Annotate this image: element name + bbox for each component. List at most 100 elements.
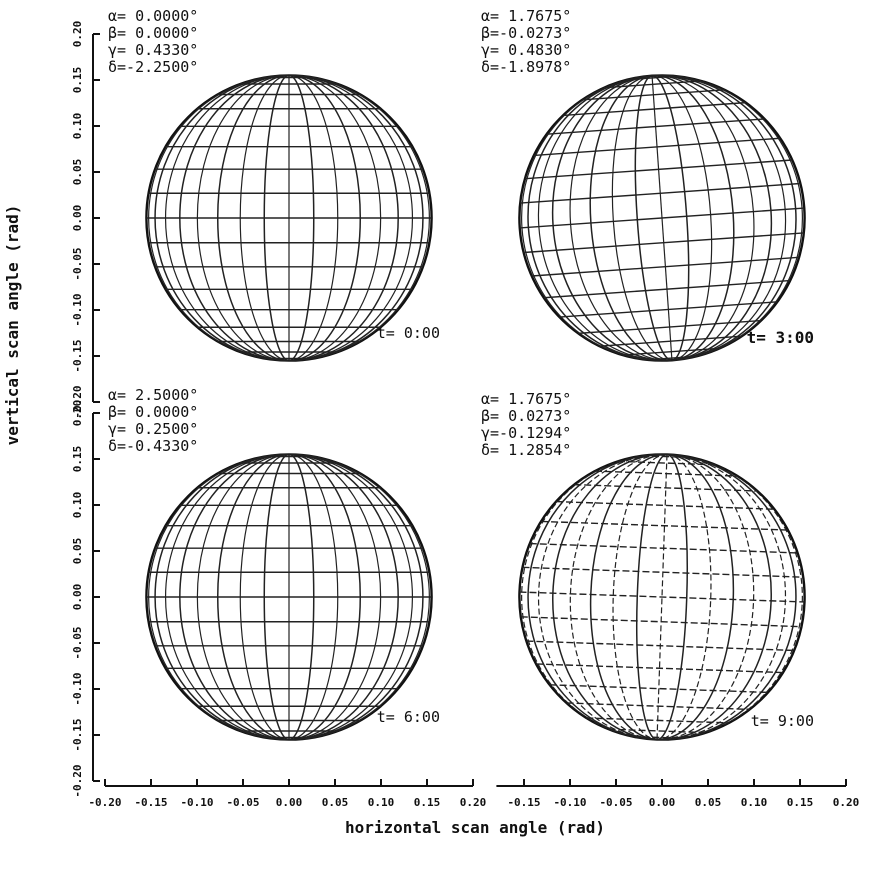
sphere-parallel (526, 640, 795, 652)
sphere-parallel (578, 319, 762, 335)
param-t3-1: β=-0.0273° (481, 24, 571, 42)
time-label-t3: t= 3:00 (747, 328, 814, 347)
sphere-meridian (656, 453, 797, 741)
sphere-parallel (543, 279, 791, 299)
x-tick-label: -0.05 (599, 796, 632, 809)
param-t0-3: δ=-2.2500° (108, 58, 198, 76)
param-t6-1: β= 0.0000° (108, 403, 198, 421)
sphere-parallel (523, 232, 804, 254)
sphere-parallel (574, 483, 758, 492)
sphere-parallel (546, 118, 765, 135)
y-tick-label: 0.10 (71, 113, 84, 140)
y-tick-label: 0.00 (71, 584, 84, 611)
sphere-parallel (522, 566, 804, 578)
sphere-meridian (656, 454, 668, 740)
param-t9-0: α= 1.7675° (481, 390, 571, 408)
sphere-meridian (527, 453, 668, 741)
x-tick-label: 0.20 (833, 796, 860, 809)
sphere-meridian (656, 453, 688, 741)
param-t0-1: β= 0.0000° (108, 24, 198, 42)
y-tick-label: -0.05 (71, 626, 84, 659)
sphere-parallel (531, 256, 800, 277)
sphere-parallel (608, 728, 707, 734)
x-tick-label: 0.00 (276, 796, 303, 809)
param-t6-0: α= 2.5000° (108, 386, 198, 404)
sphere-parallel (549, 684, 768, 694)
axes-group: 0.20 0.15 0.10 0.05 0.00 -0.05 -0.10 -0.15 -0.20… (71, 21, 859, 809)
y-tick-label: -0.05 (71, 247, 84, 280)
y-tick-label: -0.20 (71, 764, 84, 797)
sphere-t0 (145, 74, 433, 362)
sphere-parallel (647, 355, 697, 361)
x-tick-label: -0.05 (226, 796, 259, 809)
y-tick-label: 0.05 (71, 538, 84, 565)
sphere-parallel (562, 101, 746, 117)
sphere-meridian (657, 453, 755, 741)
sphere-t6 (145, 453, 433, 741)
y-axis-label: vertical scan angle (rad) (3, 205, 22, 446)
param-t9-2: γ=-0.1294° (481, 424, 571, 442)
y-tick-label: 0.15 (71, 446, 84, 473)
sphere-parallel (642, 455, 692, 459)
sphere-t3 (518, 74, 806, 362)
sphere-parallel (524, 159, 793, 180)
y-tick-label: 0.00 (71, 205, 84, 232)
annotation-group: α= 0.0000°β= 0.0000°γ= 0.4330°δ=-2.2500°… (108, 7, 814, 730)
sphere-parallel (559, 301, 778, 318)
y-tick-label: -0.15 (71, 339, 84, 372)
param-t0-2: γ= 0.4330° (108, 41, 198, 59)
y-tick-label: -0.10 (71, 293, 84, 326)
param-t3-0: α= 1.7675° (481, 7, 571, 25)
sphere-parallel (536, 663, 783, 674)
sphere-parallel (520, 616, 802, 628)
y-tick-label: 0.05 (71, 159, 84, 186)
y-tick-label: 0.20 (71, 21, 84, 48)
x-tick-label: 0.15 (787, 796, 814, 809)
sphere-parallel (582, 89, 725, 101)
x-tick-label: 0.00 (649, 796, 676, 809)
sphere-meridian (537, 453, 667, 741)
sphere-parallel (529, 542, 798, 554)
x-tick-label: -0.15 (134, 796, 167, 809)
param-t6-2: γ= 0.2500° (108, 420, 198, 438)
sphere-parallel (599, 335, 742, 347)
x-tick-label: -0.10 (553, 796, 586, 809)
sphere-parallel (595, 470, 738, 477)
sphere-parallel (603, 80, 702, 89)
y-tick-label: 0.15 (71, 67, 84, 94)
param-t9-1: β= 0.0273° (481, 407, 571, 425)
sphere-meridian (521, 453, 667, 741)
param-t3-3: δ=-1.8978° (481, 58, 571, 76)
sphere-parallel (627, 75, 677, 81)
sphere-parallel (556, 500, 775, 510)
sphere-parallel (541, 520, 788, 531)
param-t6-3: δ=-0.4330° (108, 437, 198, 455)
sphere-t9 (518, 453, 806, 741)
param-t9-3: δ= 1.2854° (481, 441, 571, 459)
time-label-t6: t= 6:00 (377, 708, 440, 726)
sphere-parallel (566, 702, 750, 711)
x-axis-label: horizontal scan angle (rad) (345, 818, 605, 837)
x-tick-label: 0.15 (414, 796, 441, 809)
sphere-parallel (586, 717, 729, 724)
x-tick-label: -0.15 (507, 796, 540, 809)
x-tick-label: 0.10 (741, 796, 768, 809)
y-tick-label: -0.10 (71, 672, 84, 705)
sphere-parallel (617, 460, 716, 466)
x-tick-label: 0.10 (368, 796, 395, 809)
x-tick-label: -0.20 (88, 796, 121, 809)
sphere-parallel (632, 735, 682, 739)
y-tick-label: -0.20 (71, 385, 84, 418)
y-tick-label: 0.20 (71, 400, 84, 427)
x-tick-label: 0.05 (322, 796, 349, 809)
sphere-meridian (636, 453, 668, 741)
sphere-parallel (519, 591, 805, 603)
y-tick-label: -0.15 (71, 718, 84, 751)
param-t3-2: γ= 0.4830° (481, 41, 571, 59)
sphere-meridian (612, 453, 667, 741)
sphere-parallel (519, 207, 805, 229)
sphere-meridian (656, 453, 735, 741)
sphere-grids (145, 74, 806, 741)
x-tick-label: 0.05 (695, 796, 722, 809)
